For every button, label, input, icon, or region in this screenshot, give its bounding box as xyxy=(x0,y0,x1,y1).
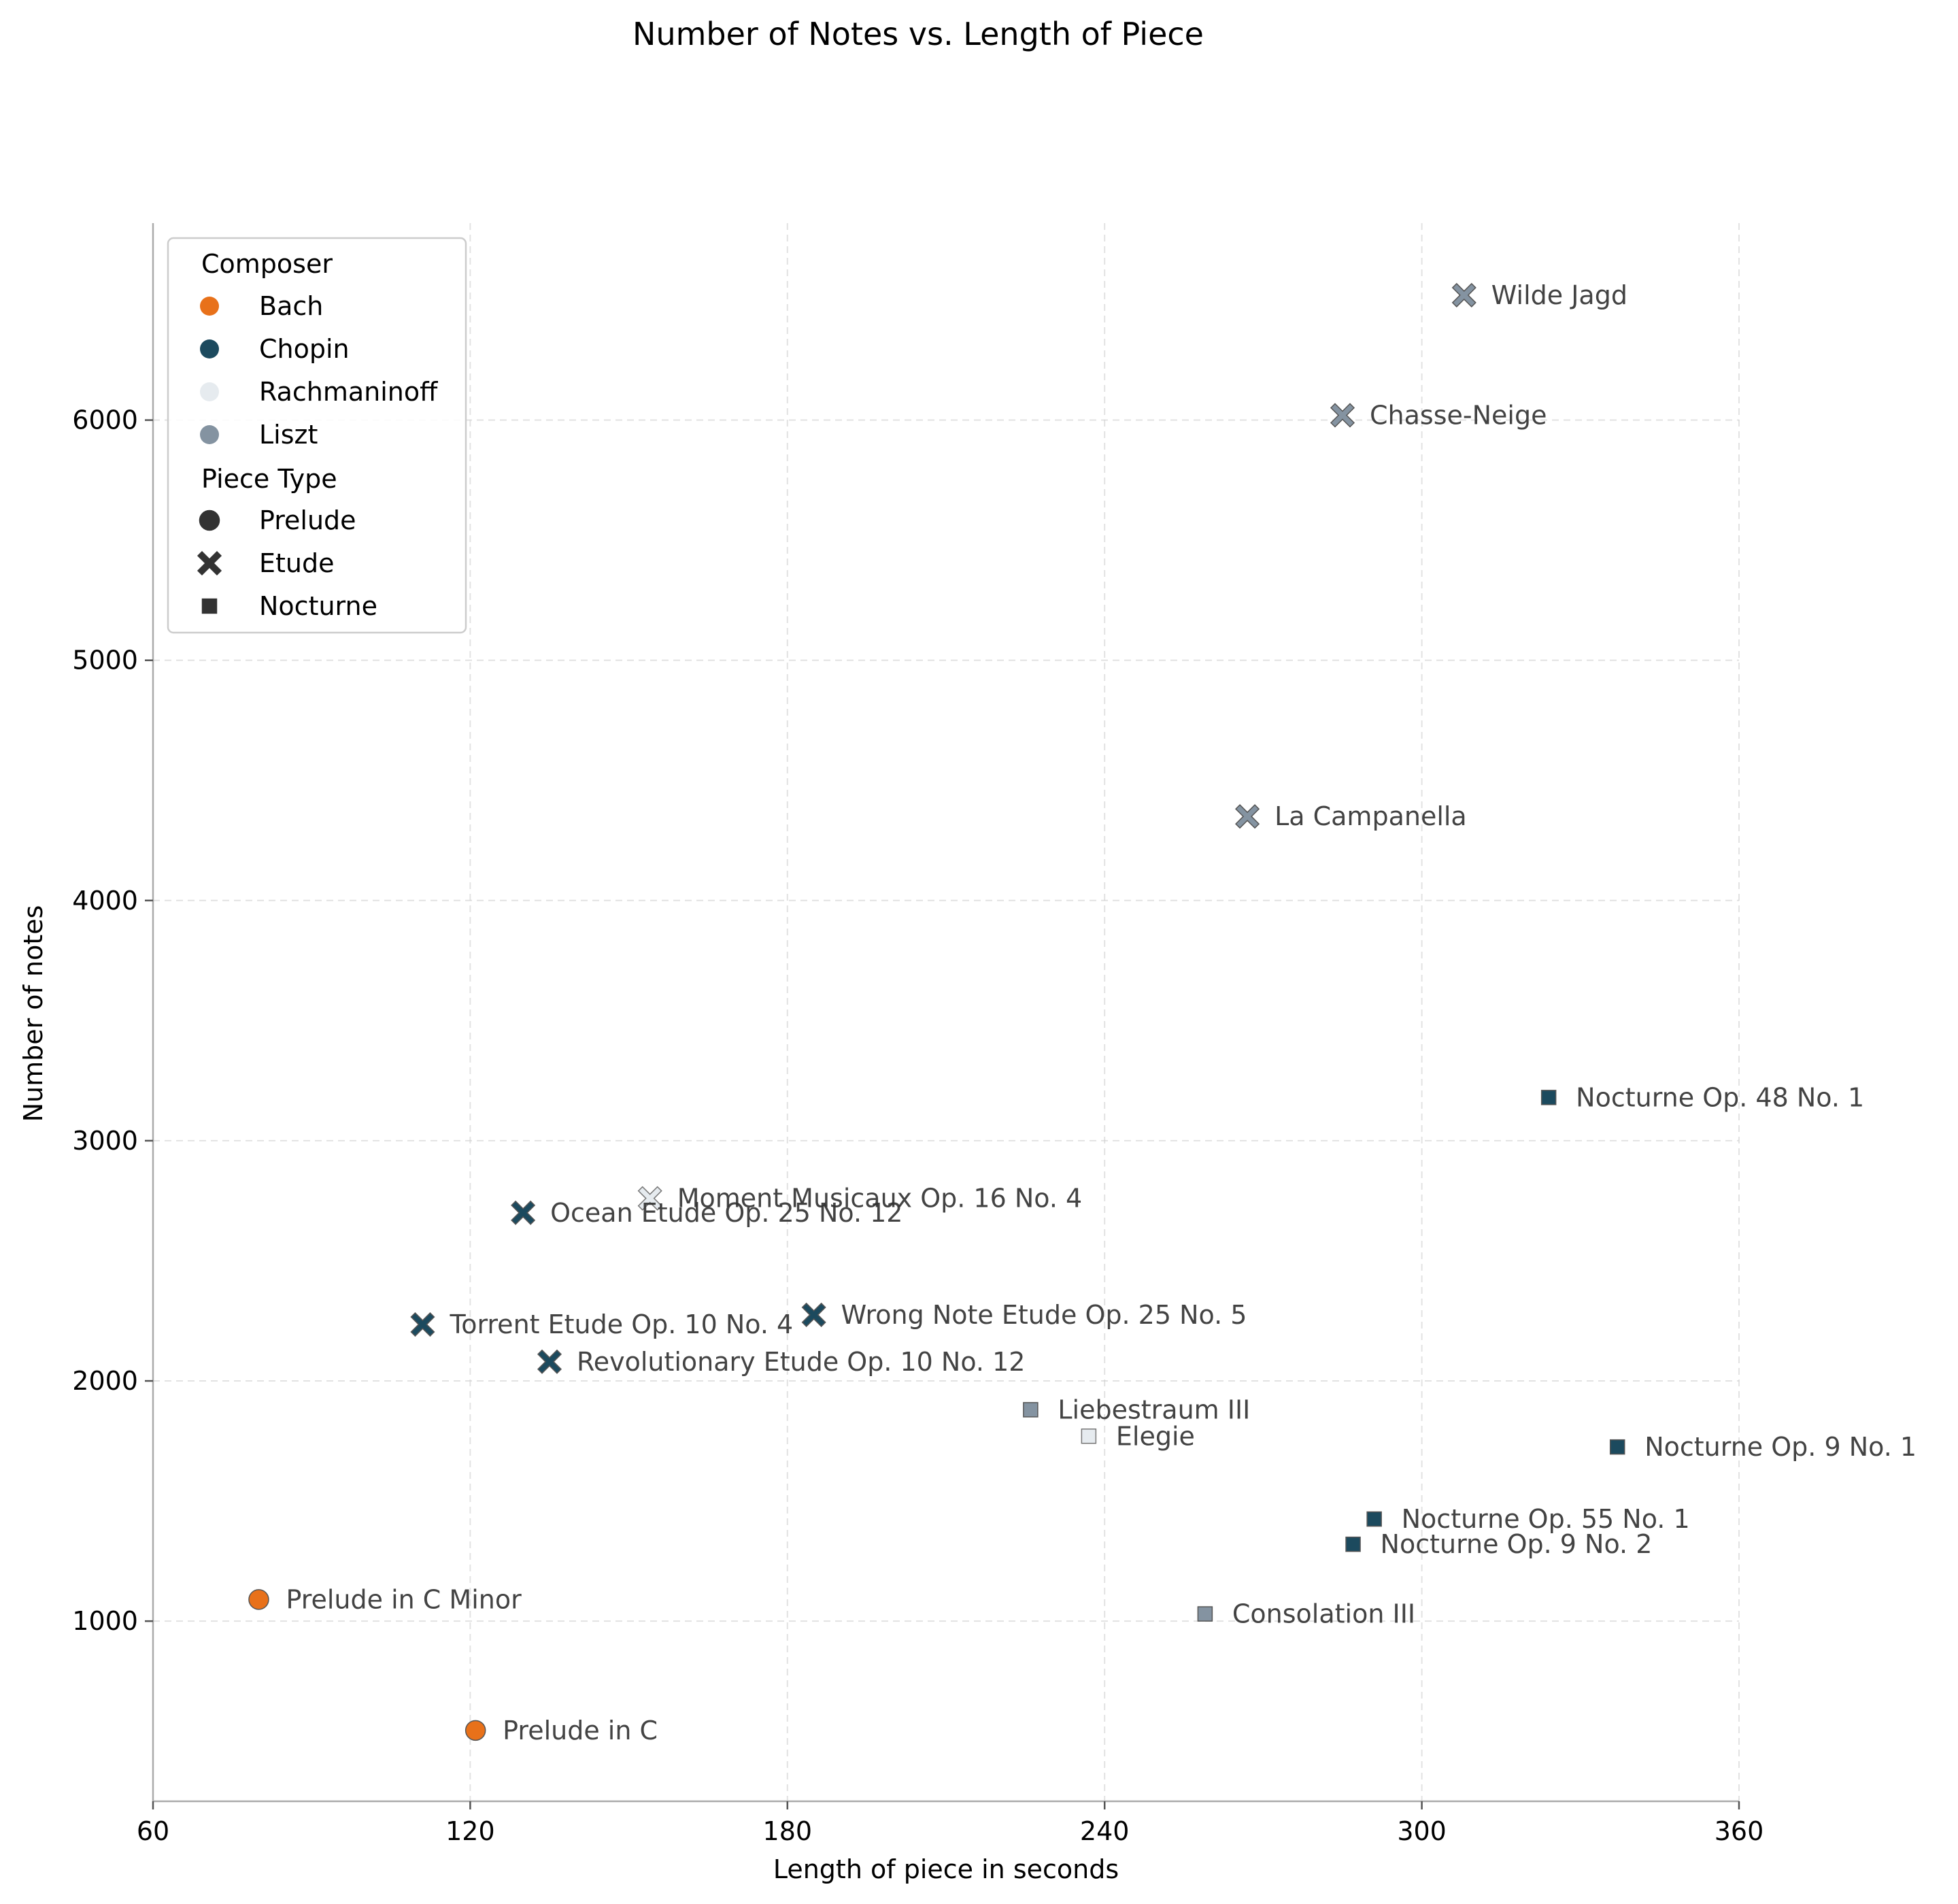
data-point xyxy=(1330,403,1355,428)
legend-marker xyxy=(200,425,219,444)
legend-marker xyxy=(200,339,219,358)
point-label: Revolutionary Etude Op. 10 No. 12 xyxy=(577,1347,1025,1377)
data-point xyxy=(1235,804,1260,829)
legend-marker xyxy=(200,297,219,316)
legend-label: Rachmaninoff xyxy=(259,377,438,407)
point-label: Wrong Note Etude Op. 25 No. 5 xyxy=(841,1300,1247,1330)
point-label: Ocean Etude Op. 25 No. 12 xyxy=(550,1198,902,1228)
y-axis-ticks: 1000 2000 3000 4000 5000 6000 xyxy=(72,405,153,1636)
point-label: Nocturne Op. 55 No. 1 xyxy=(1402,1504,1690,1534)
x-tick-label: 60 xyxy=(137,1816,169,1846)
data-point xyxy=(1081,1429,1097,1444)
data-point xyxy=(1366,1511,1382,1527)
point-label: Consolation III xyxy=(1232,1599,1415,1629)
point-label: Prelude in C xyxy=(503,1716,658,1746)
data-point xyxy=(637,1186,662,1211)
data-point xyxy=(1451,282,1476,307)
point-label: Wilde Jagd xyxy=(1491,280,1627,310)
data-point xyxy=(465,1720,486,1741)
data-point xyxy=(511,1200,536,1225)
legend-marker xyxy=(199,510,220,531)
legend-label: Bach xyxy=(259,291,323,321)
legend: Composer Piece Type Bach Chopin Rachmanino… xyxy=(167,237,467,634)
legend-label: Etude xyxy=(259,548,335,578)
legend-marker xyxy=(197,550,222,576)
point-label: Moment Musicaux Op. 16 No. 4 xyxy=(677,1184,1083,1214)
y-tick-label: 1000 xyxy=(72,1606,138,1636)
point-label: Nocturne Op. 9 No. 2 xyxy=(1381,1529,1653,1559)
x-tick-label: 120 xyxy=(445,1816,495,1846)
legend-entries: Bach Chopin Rachmaninoff Liszt Prelude Etude N… xyxy=(197,291,438,621)
data-point xyxy=(801,1302,826,1327)
point-label: Prelude in C Minor xyxy=(286,1584,522,1614)
data-point xyxy=(248,1589,269,1610)
point-labels: Prelude in C Minor Prelude in C Torrent Et… xyxy=(286,280,1917,1746)
data-point xyxy=(1609,1439,1625,1455)
legend-frame xyxy=(167,237,467,634)
chart-title: Number of Notes vs. Length of Piece xyxy=(632,16,1204,52)
legend-label: Liszt xyxy=(259,420,318,450)
x-tick-label: 300 xyxy=(1397,1816,1447,1846)
x-axis-title: Length of piece in seconds xyxy=(773,1854,1119,1884)
legend-marker xyxy=(201,598,218,614)
y-axis-title: Number of notes xyxy=(18,905,48,1122)
data-point xyxy=(1540,1090,1557,1105)
x-tick-label: 180 xyxy=(763,1816,813,1846)
point-label: Nocturne Op. 9 No. 1 xyxy=(1644,1432,1917,1462)
data-point xyxy=(1197,1606,1213,1622)
y-tick-label: 6000 xyxy=(72,405,138,435)
legend-label: Chopin xyxy=(259,334,350,364)
point-label: Nocturne Op. 48 No. 1 xyxy=(1576,1082,1864,1112)
gridlines xyxy=(153,223,1740,1801)
y-tick-label: 3000 xyxy=(72,1126,138,1156)
y-tick-label: 2000 xyxy=(72,1366,138,1396)
y-tick-label: 5000 xyxy=(72,646,138,675)
x-tick-label: 360 xyxy=(1715,1816,1764,1846)
legend-style-title: Piece Type xyxy=(201,464,337,494)
data-point xyxy=(410,1312,435,1337)
data-point xyxy=(1023,1402,1039,1418)
legend-marker xyxy=(200,382,219,401)
legend-label: Prelude xyxy=(259,505,356,535)
y-tick-label: 4000 xyxy=(72,886,138,916)
point-label: Liebestraum III xyxy=(1058,1394,1250,1424)
data-points xyxy=(248,282,1625,1741)
point-label: Torrent Etude Op. 10 No. 4 xyxy=(449,1309,793,1339)
point-label: Elegie xyxy=(1116,1421,1195,1451)
x-axis-ticks: 60 120 180 240 300 360 xyxy=(137,1801,1763,1846)
data-point xyxy=(1345,1536,1361,1552)
point-label: Chasse-Neige xyxy=(1370,400,1547,430)
data-point xyxy=(537,1349,562,1374)
axis-spines xyxy=(152,223,1739,1803)
point-label: La Campanella xyxy=(1275,801,1467,831)
legend-hue-title: Composer xyxy=(201,249,333,279)
legend-label: Nocturne xyxy=(259,591,377,621)
x-tick-label: 240 xyxy=(1080,1816,1130,1846)
